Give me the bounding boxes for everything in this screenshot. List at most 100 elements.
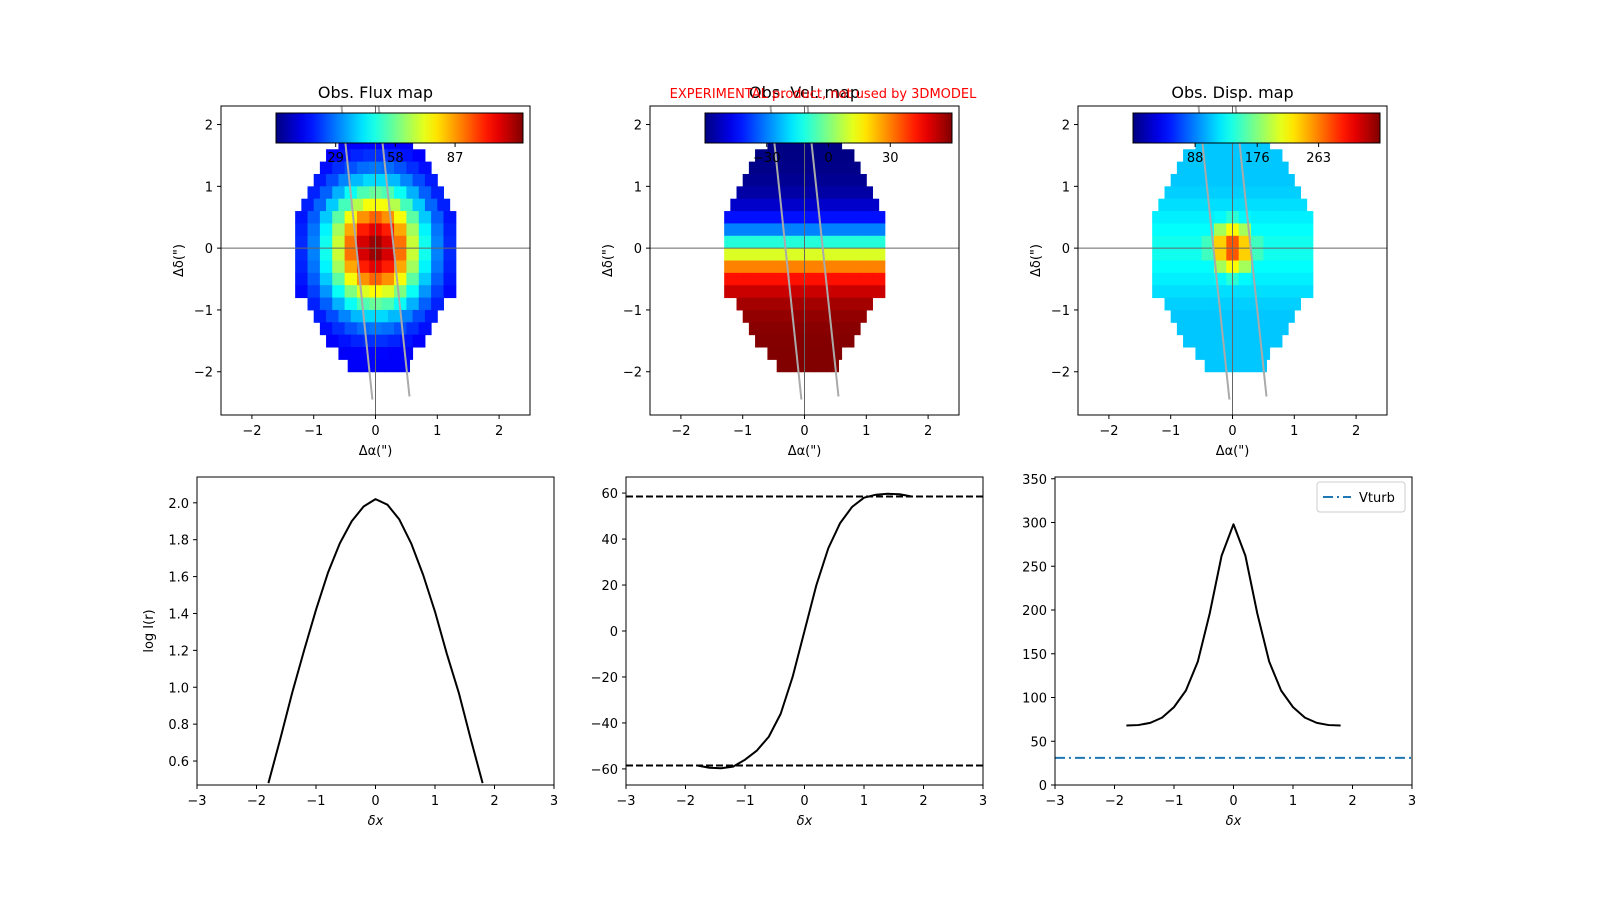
x-tick-label: −2 xyxy=(242,424,261,439)
map-pixel xyxy=(1201,272,1215,286)
map-pixel xyxy=(755,173,768,187)
y-tick-label: 1.4 xyxy=(168,607,189,622)
map-pixel xyxy=(792,173,805,187)
map-pixel xyxy=(326,173,339,187)
y-tick-label: 1.0 xyxy=(168,681,189,696)
map-pixel xyxy=(1288,297,1301,311)
x-tick-label: 1 xyxy=(1289,794,1297,809)
map-pixel xyxy=(835,297,849,311)
y-tick-label: 300 xyxy=(1022,517,1047,532)
slit-edge-1 xyxy=(769,106,803,400)
map-pixel xyxy=(810,297,824,311)
map-pixel xyxy=(748,322,762,336)
map-pixel xyxy=(1232,173,1246,187)
x-tick-label: −3 xyxy=(187,794,206,809)
map-pixel xyxy=(860,235,873,249)
map-pixel xyxy=(1251,285,1264,299)
map-pixel xyxy=(1207,173,1221,187)
map-pixel xyxy=(418,248,432,261)
map-pixel xyxy=(779,198,793,212)
map-pixel xyxy=(406,260,420,274)
plot-area xyxy=(221,106,530,415)
map-pixel xyxy=(443,285,457,299)
map-pixel xyxy=(872,260,886,274)
map-pixel xyxy=(724,235,738,249)
map-pixel xyxy=(835,248,849,261)
colorbar xyxy=(275,112,524,144)
map-pixel xyxy=(1213,235,1227,249)
map-pixel xyxy=(755,334,768,348)
map-pixel xyxy=(1164,235,1178,249)
map-pixel xyxy=(1176,272,1190,286)
map-pixel xyxy=(792,309,805,323)
map-pixel xyxy=(742,173,756,187)
map-pixel xyxy=(1213,260,1227,274)
map-pixel xyxy=(344,322,358,336)
map-pixel xyxy=(418,285,432,299)
x-tick-label: −2 xyxy=(247,794,266,809)
x-axis-label: Δα(") xyxy=(1216,444,1250,459)
panel-5: −3 −2 −1 0 1 2 3 −60 −40 −20 0 20 40 60 δx xyxy=(591,476,987,829)
map-pixel xyxy=(724,285,738,299)
map-pixel xyxy=(307,211,321,224)
map-pixel xyxy=(1263,186,1277,200)
map-pixel xyxy=(384,359,398,373)
map-pixel xyxy=(1232,347,1246,360)
map-pixel xyxy=(767,309,781,323)
map-pixel xyxy=(394,161,407,175)
map-pixel xyxy=(761,235,775,249)
map-pixel xyxy=(406,248,420,261)
y-tick-label: 1 xyxy=(1062,180,1070,195)
map-pixel xyxy=(835,211,849,224)
map-pixel xyxy=(1152,223,1166,237)
map-pixel xyxy=(1189,285,1203,299)
map-pixel xyxy=(400,198,414,212)
map-pixel xyxy=(1152,248,1166,261)
map-pixel xyxy=(1288,260,1301,274)
map-pixel xyxy=(295,235,309,249)
x-tick-label: −2 xyxy=(676,794,695,809)
map-pixel xyxy=(295,211,309,224)
map-pixel xyxy=(1213,211,1227,224)
map-pixel xyxy=(1263,211,1277,224)
map-pixel xyxy=(872,285,886,299)
map-pixel xyxy=(437,198,451,212)
map-pixel xyxy=(443,272,457,286)
x-tick-label: −1 xyxy=(735,794,754,809)
map-pixel xyxy=(424,173,438,187)
y-tick-label: 100 xyxy=(1022,692,1047,707)
map-pixel xyxy=(1189,248,1203,261)
map-pixel xyxy=(431,211,444,224)
x-tick-label: 2 xyxy=(919,794,927,809)
map-pixel xyxy=(356,285,370,299)
map-pixel xyxy=(1257,173,1271,187)
x-tick-label: −2 xyxy=(1105,794,1124,809)
map-pixel xyxy=(1281,173,1295,187)
map-pixel xyxy=(356,248,370,261)
x-tick-label: 3 xyxy=(550,794,558,809)
map-pixel xyxy=(761,186,775,200)
map-pixel xyxy=(344,260,358,274)
map-pixel xyxy=(372,359,386,373)
map-pixel xyxy=(1213,297,1227,311)
map-pixel xyxy=(761,322,775,336)
legend-label: Vturb xyxy=(1359,491,1395,506)
map-pixel xyxy=(785,211,799,224)
map-pixel xyxy=(860,186,873,200)
map-pixel xyxy=(1220,198,1233,212)
map-pixel xyxy=(356,235,370,249)
colorbar-tick-label: 29 xyxy=(327,151,344,166)
map-pixel xyxy=(792,149,805,163)
map-pixel xyxy=(363,149,376,163)
map-pixel xyxy=(816,149,830,163)
map-pixel xyxy=(424,309,438,323)
map-pixel xyxy=(326,334,339,348)
map-pixel xyxy=(748,272,762,286)
map-pixel xyxy=(841,198,855,212)
colorbar-tick-label: −30 xyxy=(753,151,780,166)
map-pixel xyxy=(344,285,358,299)
map-pixel xyxy=(1288,211,1301,224)
map-pixel xyxy=(785,235,799,249)
x-tick-label: 3 xyxy=(979,794,987,809)
